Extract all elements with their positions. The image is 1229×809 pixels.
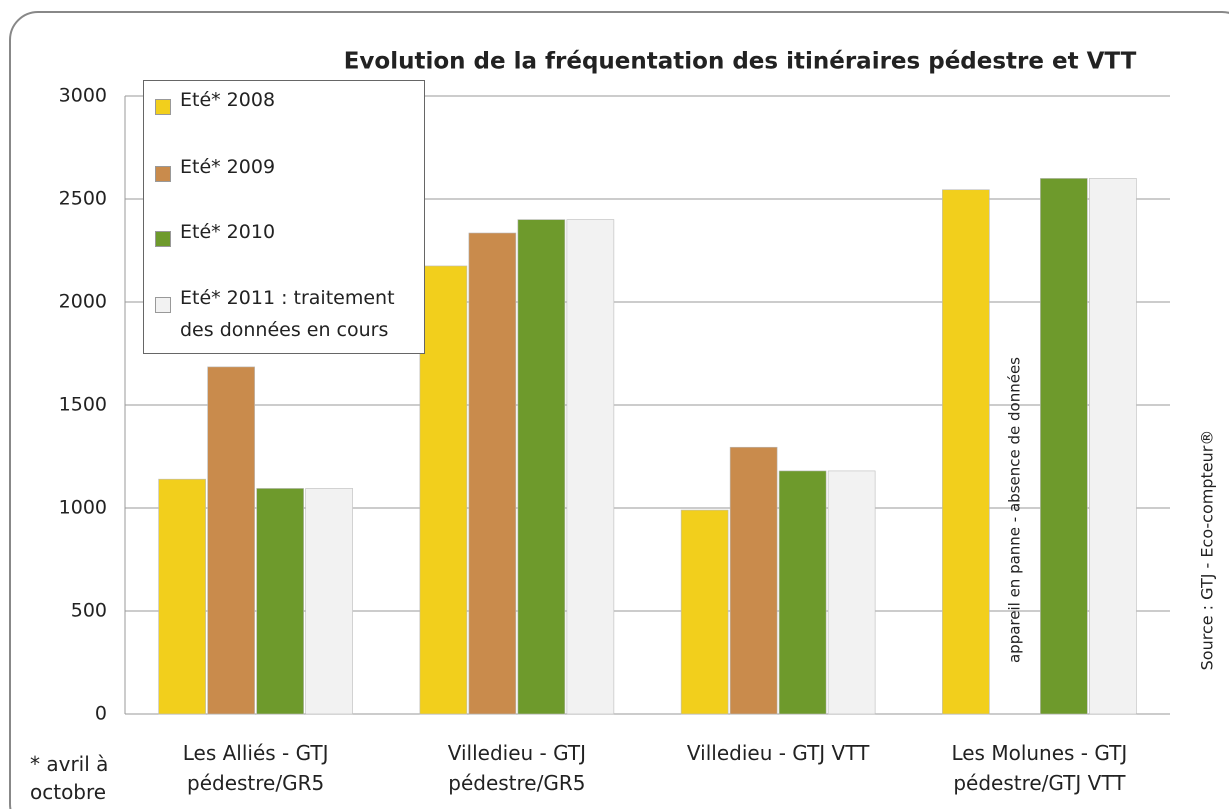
legend-label: Eté* 2010	[180, 221, 276, 243]
legend-label: Eté* 2011 : traitement des données en co…	[180, 287, 395, 341]
bar	[827, 470, 876, 715]
x-tick-label: Villedieu - GTJ pédestre/GR5	[447, 741, 587, 795]
y-tick-label: 0	[95, 703, 107, 725]
x-tick-label: Les Alliés - GTJ pédestre/GR5	[182, 741, 329, 795]
y-tick-label: 2000	[59, 291, 107, 313]
bar	[517, 219, 566, 715]
bar	[778, 470, 827, 715]
bar	[158, 478, 206, 715]
y-tick-label: 1500	[59, 394, 107, 416]
chart-title: Evolution de la fréquentation des itinér…	[344, 49, 1137, 75]
bar	[468, 232, 517, 715]
bar	[305, 488, 353, 715]
source: Source : GTJ - Eco-compteur®	[1198, 430, 1217, 671]
bar	[1040, 178, 1088, 715]
legend-swatch	[155, 166, 171, 182]
footnote: * avril à octobre	[30, 752, 109, 804]
bar	[680, 509, 729, 715]
legend-swatch	[155, 99, 171, 115]
bar	[942, 189, 990, 715]
bar	[207, 366, 255, 715]
x-tick-label: Villedieu - GTJ VTT	[686, 741, 870, 765]
bar	[729, 446, 778, 715]
annotation: appareil en panne - absence de données	[1005, 357, 1023, 663]
y-tick-label: 3000	[59, 85, 107, 107]
legend	[143, 80, 425, 354]
legend-swatch	[155, 297, 171, 313]
legend-label: Eté* 2008	[180, 89, 276, 111]
y-tick-label: 2500	[59, 188, 107, 210]
y-tick-label: 500	[71, 600, 107, 622]
x-tick-label: Les Molunes - GTJ pédestre/GTJ VTT	[951, 741, 1128, 795]
bar	[256, 488, 304, 715]
legend-swatch	[155, 231, 171, 247]
frame	[9, 11, 1229, 809]
bar	[1089, 178, 1137, 715]
y-tick-label: 1000	[59, 497, 107, 519]
bar	[419, 265, 468, 715]
legend-label: Eté* 2009	[180, 156, 276, 178]
bar	[566, 219, 615, 715]
